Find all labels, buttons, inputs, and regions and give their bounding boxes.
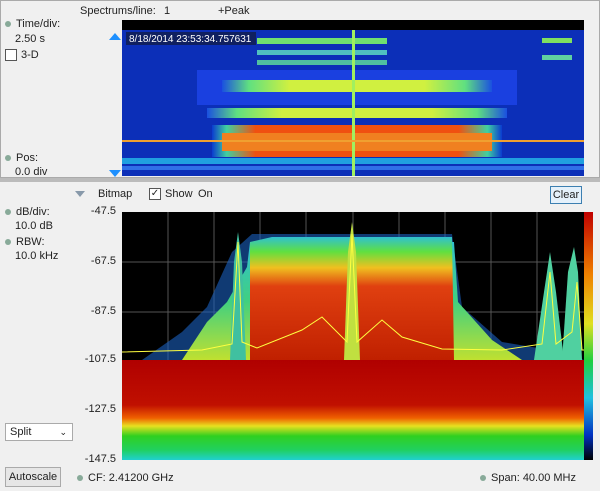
chevron-down-icon: ⌄ (59, 427, 67, 437)
time-div-label: Time/div: (16, 18, 61, 30)
rbw-value[interactable]: 10.0 kHz (15, 250, 59, 262)
bitmap-collapse-icon[interactable] (75, 191, 85, 197)
db-div-label: dB/div: (16, 206, 50, 218)
timestamp: 8/18/2014 23:53:34.757631 (129, 34, 252, 45)
pos-value[interactable]: 0.0 div (15, 166, 48, 178)
bitmap-spectrum-display[interactable] (122, 212, 594, 462)
spectrogram-display[interactable]: 8/18/2014 23:53:34.757631 (122, 20, 584, 176)
view-select-value: Split (10, 426, 32, 438)
3d-checkbox[interactable]: 3-D (5, 49, 39, 62)
spectrums-per-line-value[interactable]: 1 (164, 5, 171, 17)
color-scale-bar (584, 212, 593, 460)
cf-label: CF: (88, 472, 106, 484)
span-value: 40.00 MHz (522, 472, 577, 484)
y-tick-label: -87.5 (90, 305, 116, 317)
span-label: Span: (491, 472, 520, 484)
cf-value: 2.41200 GHz (108, 472, 174, 484)
pos-control[interactable]: Pos: (5, 152, 38, 164)
peak-trace (122, 233, 584, 353)
scroll-down-marker-icon[interactable] (109, 170, 121, 177)
rbw-control[interactable]: RBW: (5, 236, 45, 248)
y-tick-label: -47.5 (90, 205, 116, 217)
noise-floor (122, 360, 584, 460)
checkmark-icon: ✓ (149, 188, 161, 201)
knob-icon (77, 475, 83, 482)
time-div-control[interactable]: Time/div: (5, 18, 60, 30)
y-tick-label: -147.5 (84, 453, 116, 465)
autoscale-button[interactable]: Autoscale (5, 467, 61, 487)
checkbox-icon (5, 49, 17, 62)
signal-peak (230, 232, 246, 360)
on-label: On (198, 188, 213, 200)
y-tick-label: -127.5 (84, 403, 116, 415)
signal-peak (562, 247, 582, 360)
knob-icon (5, 155, 11, 162)
rbw-label: RBW: (16, 236, 45, 248)
signal-band (207, 108, 507, 118)
scroll-up-marker-icon[interactable] (109, 33, 121, 40)
detector-label[interactable]: +Peak (218, 5, 250, 17)
3d-label: 3-D (21, 49, 39, 61)
pos-label: Pos: (16, 152, 39, 164)
y-tick-label: -107.5 (84, 353, 116, 365)
signal-band (222, 80, 492, 92)
show-label: Show (165, 188, 193, 200)
knob-icon (5, 239, 11, 246)
knob-icon (5, 21, 11, 28)
db-div-value[interactable]: 10.0 dB (15, 220, 53, 232)
view-select[interactable]: Split ⌄ (5, 423, 73, 441)
bitmap-label: Bitmap (98, 188, 133, 200)
split-divider[interactable] (0, 178, 600, 182)
spectrums-per-line-label: Spectrums/line: (80, 5, 156, 17)
show-checkbox[interactable]: ✓ Show (149, 188, 193, 201)
span-control[interactable]: Span: 40.00 MHz (480, 472, 576, 484)
db-div-control[interactable]: dB/div: (5, 206, 50, 218)
clear-button[interactable]: Clear (550, 186, 582, 204)
time-div-value[interactable]: 2.50 s (15, 33, 45, 45)
knob-icon (5, 209, 11, 216)
cf-control[interactable]: CF: 2.41200 GHz (77, 472, 174, 484)
signal-peak (534, 252, 564, 360)
knob-icon (480, 475, 486, 482)
y-tick-label: -67.5 (90, 255, 116, 267)
